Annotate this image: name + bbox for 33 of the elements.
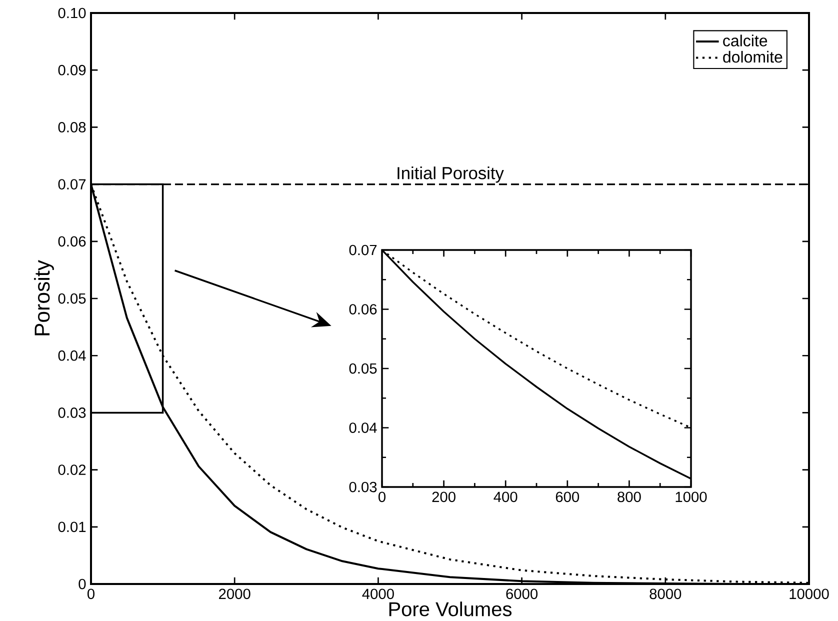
y-tick-label: 0.07 [349, 244, 377, 256]
y-tick-label: 0 [78, 578, 86, 590]
x-tick-label: 4000 [362, 588, 394, 600]
ref-line-label: Initial Porosity [398, 166, 504, 183]
x-tick-label: 0 [378, 492, 386, 502]
legend-label: calcite [723, 34, 768, 47]
x-axis-title: Pore Volumes [389, 602, 512, 616]
x-tick-label: 200 [432, 492, 456, 502]
x-tick-label: 400 [494, 492, 518, 502]
y-tick-label: 0.06 [349, 304, 377, 315]
x-tick-label: 1000 [676, 492, 707, 502]
x-tick-label: 6000 [506, 588, 538, 600]
y-tick-label: 0.02 [58, 464, 86, 476]
y-tick-label: 0.06 [58, 236, 86, 247]
x-tick-label: 2000 [219, 588, 250, 600]
y-tick-label: 0.04 [349, 422, 377, 434]
y-tick-label: 0.03 [58, 408, 86, 418]
y-tick-label: 0.05 [349, 363, 377, 374]
y-tick-label: 0.10 [58, 8, 86, 18]
y-tick-label: 0.01 [58, 522, 86, 532]
y-tick-label: 0.07 [58, 179, 86, 190]
y-tick-label: 0.05 [58, 293, 86, 304]
y-axis-title: Porosity [34, 260, 54, 336]
x-tick-label: 10000 [790, 588, 829, 600]
x-tick-label: 800 [618, 492, 641, 502]
x-tick-label: 0 [87, 588, 94, 600]
y-tick-label: 0.04 [58, 350, 86, 361]
y-tick-label: 0.09 [58, 65, 86, 76]
x-tick-label: 8000 [650, 588, 682, 600]
legend-label: dolomite [723, 51, 782, 63]
x-tick-label: 600 [556, 492, 580, 502]
y-tick-label: 0.03 [349, 482, 377, 492]
y-tick-label: 0.08 [58, 122, 86, 133]
